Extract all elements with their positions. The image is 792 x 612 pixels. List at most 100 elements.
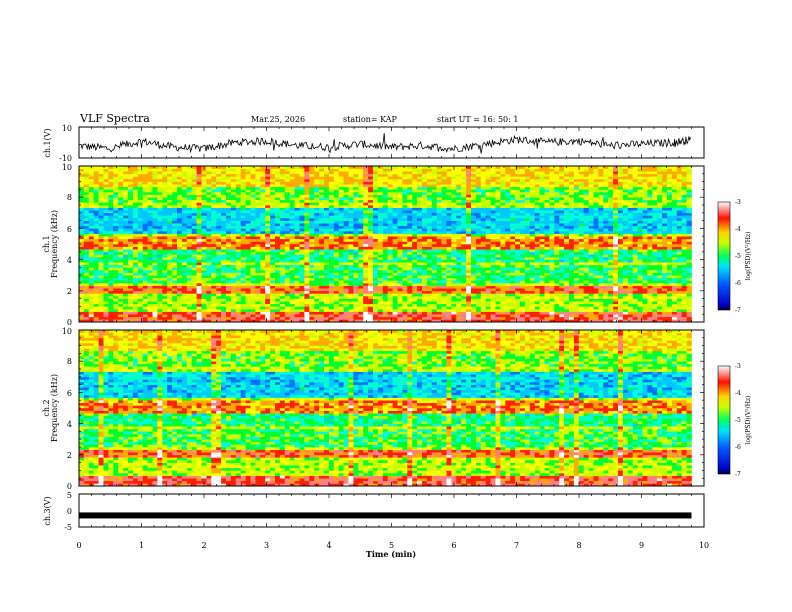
spec1-cell bbox=[128, 186, 134, 190]
spec1-cell bbox=[451, 262, 457, 266]
spec1-cell bbox=[275, 173, 281, 177]
spec1-cell bbox=[343, 233, 349, 237]
spec1-cell bbox=[417, 218, 423, 221]
spec1-cell bbox=[382, 296, 388, 299]
spec1-cell bbox=[83, 171, 90, 175]
spec1-cell bbox=[206, 189, 212, 193]
spec1-cell bbox=[382, 238, 388, 242]
spec1-cell bbox=[417, 181, 423, 185]
spec1-cell bbox=[407, 207, 413, 211]
spec1-cell bbox=[142, 285, 148, 289]
spec1-cell bbox=[284, 166, 290, 169]
spec1-cell bbox=[338, 236, 344, 240]
spec1-cell bbox=[201, 212, 207, 216]
spec1-cell bbox=[368, 231, 374, 234]
spec1-cell bbox=[230, 309, 237, 312]
spec1-cell bbox=[255, 290, 261, 294]
spec1-cell bbox=[98, 215, 104, 219]
spec1-cell bbox=[206, 298, 212, 302]
spec1-cell bbox=[83, 212, 90, 216]
spec1-cell bbox=[402, 288, 408, 292]
spec1-cell bbox=[353, 205, 359, 208]
spec1-cell bbox=[79, 194, 85, 198]
spec1-cell bbox=[186, 199, 192, 203]
spec1-cell bbox=[368, 251, 374, 255]
spec1-cell bbox=[466, 168, 472, 172]
spec1-cell bbox=[128, 220, 134, 224]
spec1-cell bbox=[471, 220, 477, 224]
spec1-cell bbox=[363, 197, 369, 201]
spec1-cell bbox=[284, 257, 290, 260]
spec1-cell bbox=[299, 223, 305, 227]
spec1-cell bbox=[338, 285, 344, 289]
spec1-cell bbox=[128, 306, 134, 310]
spec1-cell bbox=[240, 233, 246, 237]
spec1-cell bbox=[167, 277, 173, 281]
spec1-cell bbox=[88, 176, 94, 180]
spec1-cell bbox=[93, 314, 99, 318]
spec1-cell bbox=[324, 301, 330, 305]
spec1-cell bbox=[79, 186, 85, 190]
spec1-cell bbox=[88, 259, 94, 263]
spec1-cell bbox=[279, 301, 286, 305]
spec1-cell bbox=[206, 176, 212, 180]
spec1-cell bbox=[358, 202, 364, 206]
spec1-cell bbox=[436, 267, 442, 271]
spec1-cell bbox=[275, 316, 281, 320]
spec1-cell bbox=[348, 225, 354, 229]
spec1-cell bbox=[235, 171, 241, 175]
spec1-cell bbox=[265, 166, 271, 169]
spec1-cell bbox=[216, 275, 222, 279]
spec1-cell bbox=[230, 225, 237, 229]
spec1-cell bbox=[211, 254, 217, 258]
spec1-cell bbox=[230, 228, 237, 232]
spec1-cell bbox=[201, 270, 207, 273]
spec1-cell bbox=[201, 176, 207, 180]
spec1-cell bbox=[412, 301, 418, 305]
spec1-cell bbox=[240, 298, 246, 302]
spec1-cell bbox=[304, 236, 310, 240]
spec1-cell bbox=[314, 212, 320, 216]
spec1-cell bbox=[196, 189, 202, 193]
spec1-cell bbox=[177, 314, 183, 318]
spec1-cell bbox=[206, 192, 212, 195]
spec1-cell bbox=[265, 173, 271, 177]
spec1-cell bbox=[216, 306, 222, 310]
spec1-cell bbox=[162, 176, 168, 180]
spec1-cell bbox=[397, 293, 403, 297]
spec1-cell bbox=[118, 207, 124, 211]
spec1-cell bbox=[407, 184, 413, 188]
spec1-cell bbox=[83, 246, 90, 250]
spec1-cell bbox=[373, 306, 379, 310]
spec1-cell bbox=[137, 228, 143, 232]
spec1-cell bbox=[167, 241, 173, 245]
spec1-cell bbox=[83, 293, 90, 297]
spec1-cell bbox=[397, 228, 403, 232]
spec1-cell bbox=[284, 212, 290, 216]
spec1-cell bbox=[328, 189, 335, 193]
spec1-cell bbox=[309, 301, 315, 305]
spec1-cell bbox=[186, 233, 192, 237]
spec1-cell bbox=[417, 220, 423, 224]
spec1-cell bbox=[451, 290, 457, 294]
spec1-cell bbox=[270, 241, 276, 245]
spec1-cell bbox=[157, 197, 163, 201]
spec1-cell bbox=[201, 254, 207, 258]
spec1-cell bbox=[79, 197, 85, 201]
spec1-cell bbox=[137, 238, 143, 242]
spec1-cell bbox=[226, 207, 232, 211]
spec1-cell bbox=[181, 264, 188, 268]
spec1-cell bbox=[240, 272, 246, 276]
spec1-cell bbox=[196, 257, 202, 260]
spec1-cell bbox=[118, 283, 124, 286]
spec1-cell bbox=[373, 298, 379, 302]
spec1-cell bbox=[255, 257, 261, 260]
spec1-cell bbox=[343, 202, 349, 206]
spec1-cell bbox=[118, 306, 124, 310]
spec1-cell bbox=[461, 210, 467, 214]
spec1-cell bbox=[206, 166, 212, 169]
spec1-cell bbox=[93, 207, 99, 211]
spec1-cell bbox=[348, 264, 354, 268]
spec1-cell bbox=[142, 192, 148, 195]
spec1-cell bbox=[196, 238, 202, 242]
